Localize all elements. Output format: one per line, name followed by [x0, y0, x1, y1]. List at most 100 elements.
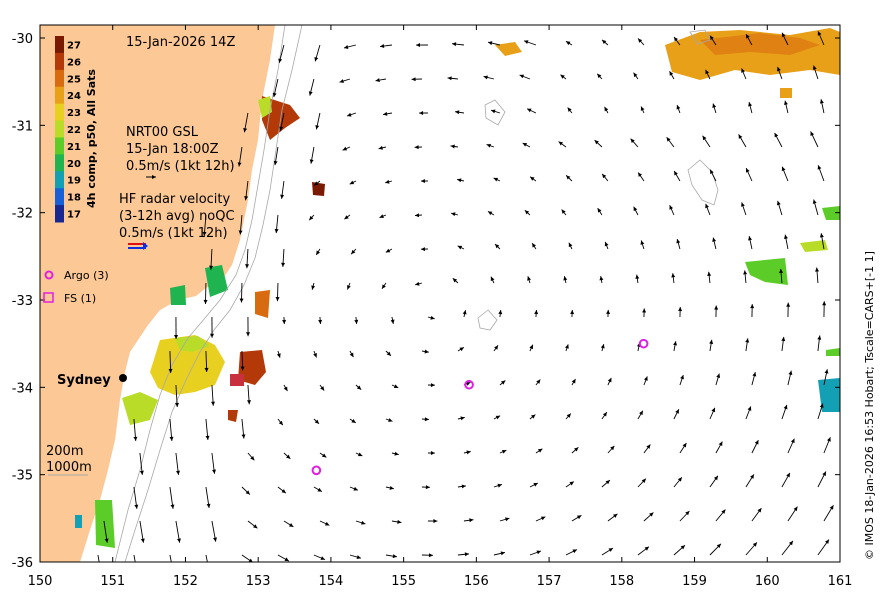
current-vector-head: [392, 554, 397, 559]
x-tick-label: 155: [391, 574, 416, 589]
current-vector-head: [750, 304, 755, 309]
current-vector-head: [206, 503, 211, 508]
colorbar-tick-label: 22: [67, 125, 81, 136]
current-vector-head: [457, 245, 463, 250]
sst-patch: [312, 182, 325, 196]
current-vector-head: [253, 524, 258, 529]
colorbar-tick-label: 21: [67, 142, 81, 153]
argo-legend-label: Argo (3): [64, 269, 109, 282]
current-vector-head: [533, 483, 538, 487]
current-vector-head: [208, 572, 212, 576]
current-vector-head: [275, 297, 280, 302]
current-vector-head: [347, 112, 352, 117]
argo-float-marker: [464, 379, 474, 390]
current-vector-head: [566, 413, 571, 418]
sst-patch: [122, 392, 158, 425]
current-vector-head: [314, 419, 320, 424]
colorbar-tick-label: 23: [67, 108, 81, 119]
current-vector-head: [209, 265, 214, 270]
current-vector-head: [393, 384, 399, 389]
current-vector-head: [203, 299, 208, 304]
current-vector-head: [608, 548, 613, 552]
current-vector-head: [563, 276, 568, 281]
current-vector-head: [321, 453, 327, 458]
seamount-contour: [477, 309, 498, 331]
current-vector-head: [276, 353, 281, 358]
current-vector-head: [529, 344, 534, 350]
current-vector-head: [713, 475, 718, 481]
current-vector-head: [313, 353, 317, 358]
current-vector-head: [786, 302, 791, 307]
sst-patch: [700, 33, 820, 55]
current-vector-head: [774, 132, 779, 138]
current-vector-head: [571, 378, 576, 384]
current-vector-head: [721, 509, 726, 514]
current-vector-head: [536, 379, 541, 384]
current-vector-head: [459, 347, 464, 352]
current-vector-head: [104, 538, 109, 543]
current-vector-head: [428, 553, 433, 558]
current-vector-head: [497, 483, 502, 488]
current-vector-head: [140, 538, 145, 543]
current-vector-head: [461, 484, 466, 489]
current-vector-head: [783, 234, 788, 239]
current-vector-head: [712, 103, 717, 108]
sst-patch: [150, 335, 225, 395]
current-vector-head: [211, 401, 216, 406]
current-vector-head: [822, 301, 827, 306]
current-vector-head: [483, 75, 488, 80]
current-vector-head: [602, 39, 607, 45]
current-vector-head: [633, 72, 638, 78]
sst-patch: [95, 500, 115, 548]
sst-patch: [255, 290, 270, 318]
current-vector-head: [498, 310, 503, 315]
x-tick-label: 152: [173, 574, 198, 589]
current-vector-head: [597, 208, 602, 213]
current-vector-head: [339, 79, 344, 83]
sst-patch: [228, 410, 238, 422]
colorbar-swatch: [55, 86, 64, 105]
current-vector-head: [243, 127, 248, 133]
current-vector-head: [531, 414, 536, 419]
colorbar-swatch: [55, 69, 64, 88]
current-vector-head: [716, 373, 721, 378]
current-vector-head: [676, 239, 681, 244]
current-vector-head: [718, 441, 723, 447]
current-vector-head: [597, 73, 602, 79]
current-vector-head: [465, 382, 471, 386]
current-vector-head: [784, 100, 788, 106]
current-vector-head: [420, 247, 426, 252]
y-tick-label: -35: [12, 469, 33, 484]
current-vector-head: [524, 40, 529, 44]
colorbar-swatch: [55, 120, 64, 138]
current-vector-head: [748, 236, 752, 241]
current-vector-head: [745, 338, 750, 343]
current-vector-head: [375, 78, 380, 83]
current-vector-head: [604, 106, 609, 112]
current-vector-head: [213, 537, 217, 542]
y-tick-label: -30: [12, 32, 33, 47]
current-vector-head: [248, 558, 253, 562]
plot-area: [40, 25, 840, 576]
colorbar-swatch: [55, 103, 64, 122]
current-vector-head: [314, 57, 319, 62]
current-vector-head: [452, 42, 457, 47]
colorbar-tick-label: 19: [67, 176, 81, 187]
sst-patch: [205, 265, 228, 297]
current-vector-head: [710, 35, 714, 41]
current-vector-head: [205, 435, 210, 440]
colorbar-swatch: [55, 171, 64, 189]
current-vector-head: [810, 131, 815, 136]
seamount-contour: [689, 29, 711, 45]
sst-patch: [238, 350, 266, 385]
sst-patch: [75, 515, 82, 528]
current-vector-head: [420, 179, 425, 184]
current-vector-head: [342, 146, 348, 151]
current-vector-head: [527, 108, 532, 113]
sst-patch: [818, 378, 840, 412]
current-vector-head: [741, 68, 745, 73]
current-vector-head: [674, 37, 679, 42]
current-vector-head: [815, 267, 820, 272]
sst-patch: [822, 206, 840, 220]
current-vector-head: [378, 145, 383, 150]
